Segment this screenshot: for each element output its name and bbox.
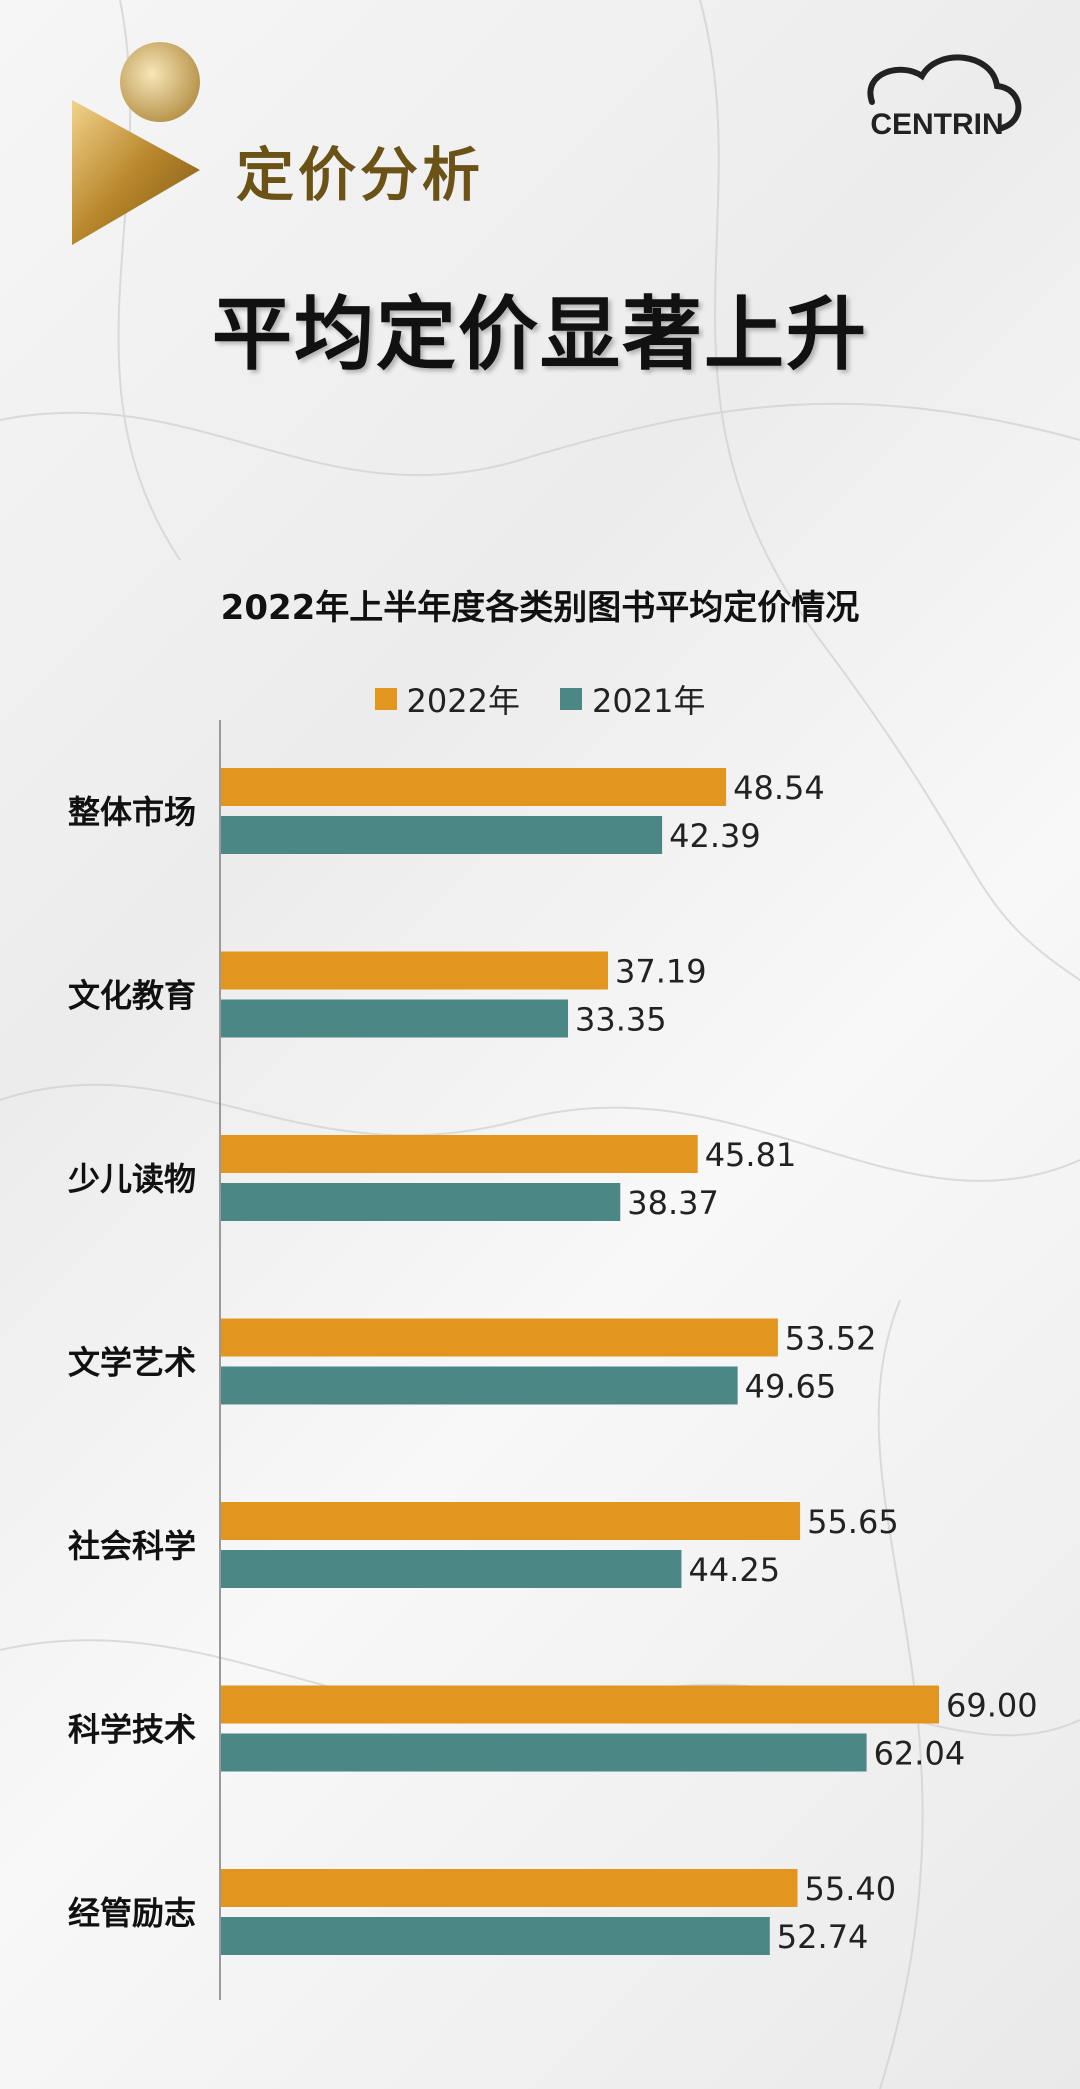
legend-item-2021: 2021年 bbox=[560, 676, 705, 722]
bar-2021 bbox=[221, 1917, 770, 1955]
legend-swatch-2022 bbox=[374, 688, 397, 710]
chart-title: 2022年上半年度各类别图书平均定价情况 bbox=[220, 588, 860, 628]
bar-2022 bbox=[221, 768, 727, 806]
category-label: 经管励志 bbox=[68, 1894, 196, 1932]
page-headline: 平均定价显著上升 bbox=[212, 288, 868, 381]
category-label: 科学技术 bbox=[68, 1711, 196, 1749]
data-label: 52.74 bbox=[777, 1918, 869, 1956]
data-label: 42.39 bbox=[669, 817, 761, 855]
bar-2021 bbox=[221, 1733, 867, 1772]
chart-legend: 2022年 2021年 bbox=[0, 676, 1080, 722]
data-label: 49.65 bbox=[745, 1368, 837, 1406]
data-label: 37.19 bbox=[615, 953, 707, 991]
data-label: 55.40 bbox=[804, 1870, 896, 1908]
bar-2021 bbox=[221, 1550, 682, 1588]
data-label: 62.04 bbox=[874, 1735, 966, 1773]
bar-2021 bbox=[221, 999, 569, 1038]
legend-label-2021: 2021年 bbox=[592, 682, 706, 720]
category-label: 文化教育 bbox=[68, 977, 196, 1015]
logo-text: CENTRIN bbox=[870, 108, 1003, 141]
bar-2021 bbox=[221, 1183, 621, 1221]
centrin-logo: CENTRIN bbox=[867, 54, 1022, 141]
legend-label-2022: 2022年 bbox=[406, 682, 520, 720]
category-label: 少儿读物 bbox=[68, 1160, 196, 1198]
legend-swatch-2021 bbox=[560, 688, 582, 710]
bar-2022 bbox=[221, 1685, 939, 1724]
category-label: 社会科学 bbox=[68, 1527, 196, 1565]
legend-item-2022: 2022年 bbox=[374, 676, 520, 722]
data-label: 44.25 bbox=[688, 1551, 780, 1589]
gold-emblem-icon bbox=[72, 42, 200, 245]
bar-2022 bbox=[221, 1502, 801, 1540]
data-label: 55.65 bbox=[807, 1503, 899, 1541]
bar-2022 bbox=[221, 1135, 698, 1173]
data-label: 33.35 bbox=[575, 1001, 667, 1039]
data-label: 38.37 bbox=[627, 1184, 719, 1222]
bar-2021 bbox=[221, 1366, 738, 1405]
data-label: 69.00 bbox=[946, 1687, 1038, 1725]
bar-2022 bbox=[221, 951, 608, 990]
section-title: 定价分析 bbox=[236, 141, 485, 209]
bar-2022 bbox=[221, 1318, 778, 1357]
data-label: 48.54 bbox=[733, 769, 825, 807]
category-label: 整体市场 bbox=[68, 793, 196, 831]
data-label: 45.81 bbox=[705, 1136, 797, 1174]
data-label: 53.52 bbox=[785, 1320, 877, 1358]
category-label: 文学艺术 bbox=[68, 1344, 196, 1382]
bar-2021 bbox=[221, 816, 663, 854]
bar-2022 bbox=[221, 1869, 798, 1907]
